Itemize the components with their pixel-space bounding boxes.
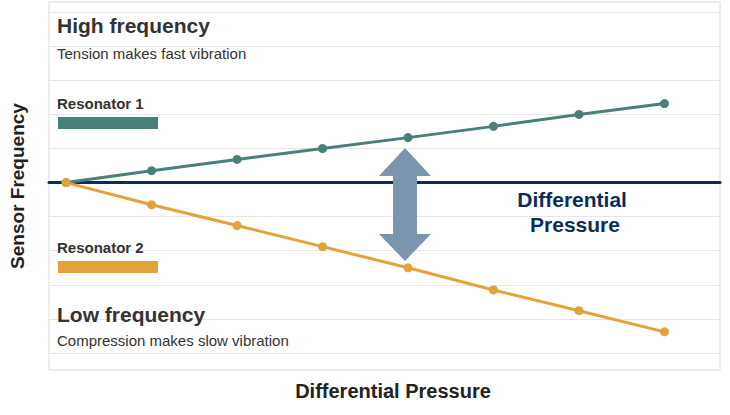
svg-text:Pressure: Pressure <box>530 213 620 236</box>
svg-text:Resonator 1: Resonator 1 <box>57 95 144 112</box>
svg-text:Resonator 2: Resonator 2 <box>57 239 144 256</box>
svg-text:Compression makes slow vibrati: Compression makes slow vibration <box>57 332 289 349</box>
svg-text:High frequency: High frequency <box>57 14 210 37</box>
svg-text:Tension makes fast vibration: Tension makes fast vibration <box>57 45 246 62</box>
svg-text:Low frequency: Low frequency <box>57 303 206 326</box>
svg-text:Differential: Differential <box>517 188 633 211</box>
svg-text:Differential Pressure: Differential Pressure <box>295 380 491 402</box>
svg-text:Sensor Frequency: Sensor Frequency <box>7 103 28 269</box>
